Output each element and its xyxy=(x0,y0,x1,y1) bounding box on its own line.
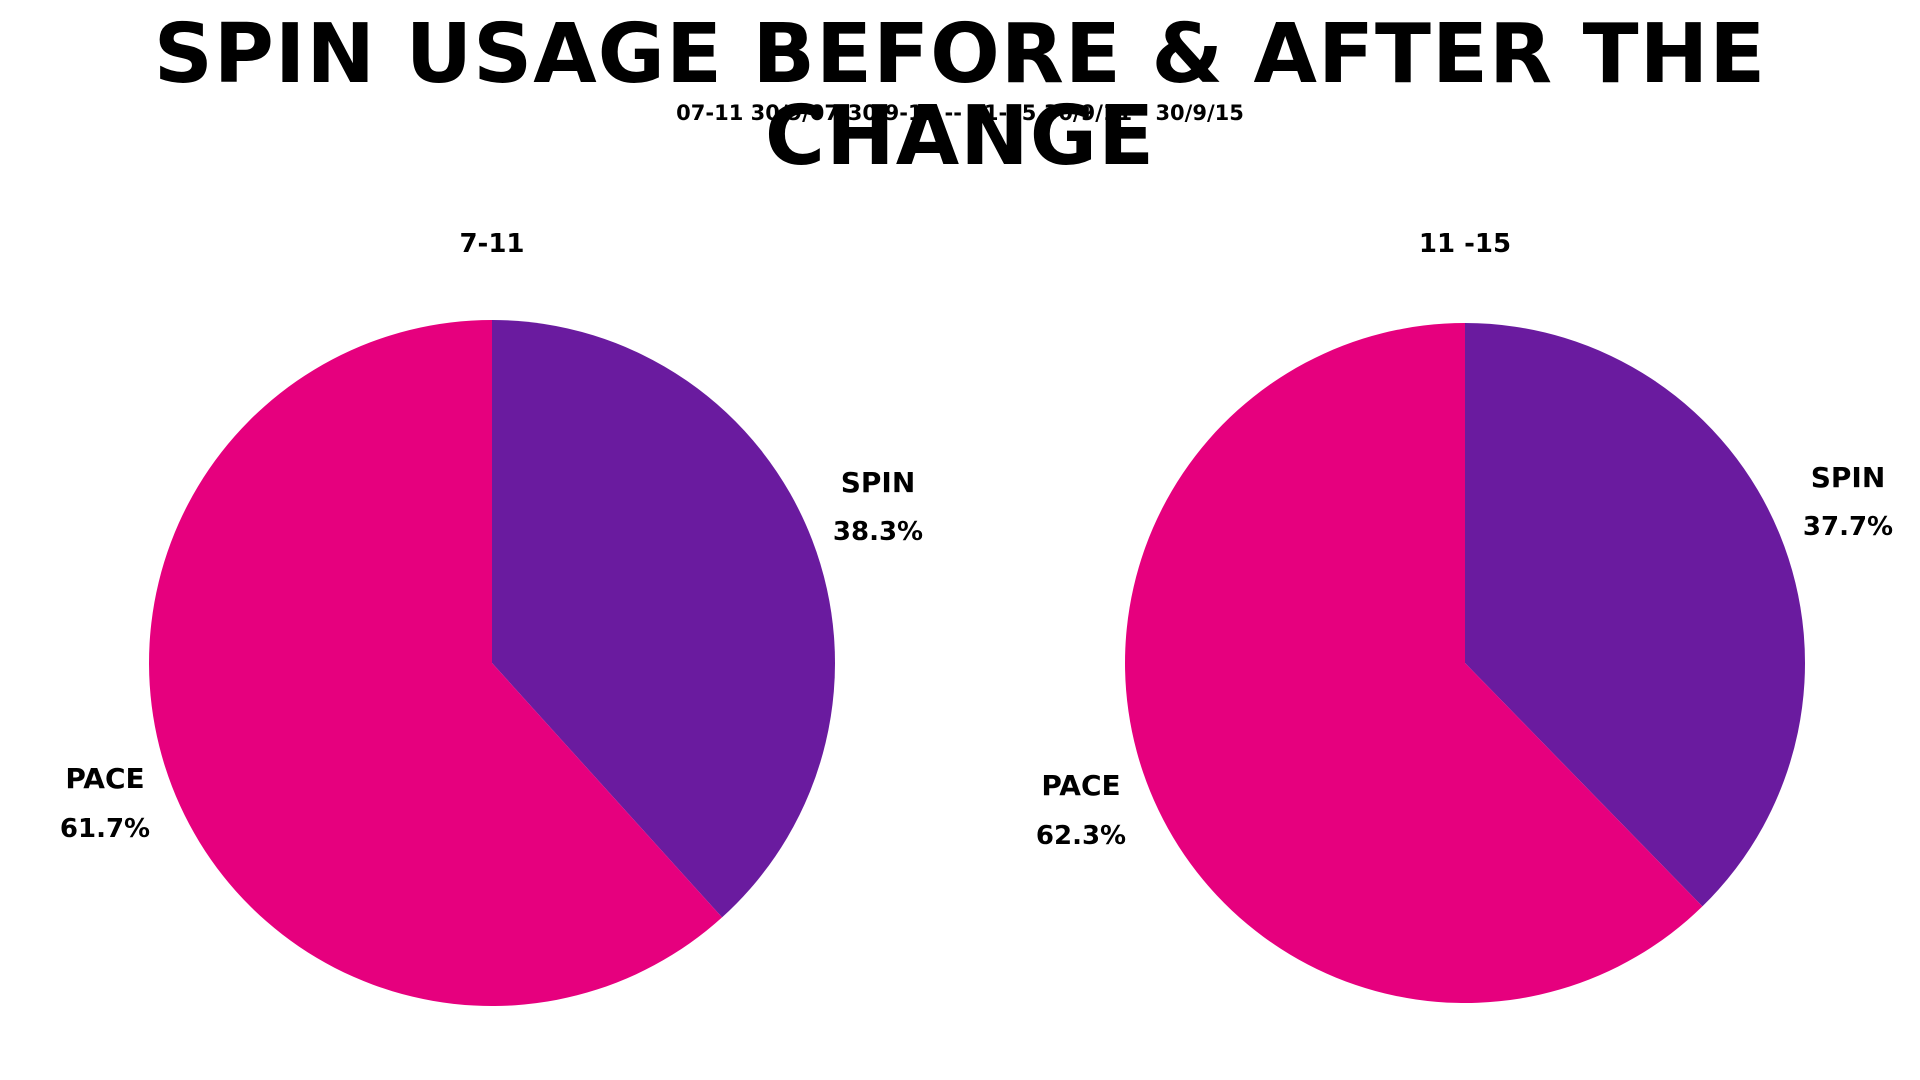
chart-title: SPIN USAGE BEFORE & AFTER THE CHANGE xyxy=(153,7,1767,184)
pie-1-value-pace: 61.7% xyxy=(60,814,150,844)
chart-subtitle: 07-11 30/9/07-30/9-11 -- 11-15 30/9/11 -… xyxy=(676,101,1244,125)
pie-2-label-pace: PACE xyxy=(1041,769,1120,802)
pie-1-label-pace: PACE xyxy=(65,762,144,795)
pie-1-slice-pace xyxy=(149,320,723,1006)
pie-2-label-spin: SPIN xyxy=(1811,461,1886,494)
pie-2-slice-pace xyxy=(1125,323,1703,1003)
pie-title-1: 7-11 xyxy=(459,229,524,259)
pie-2-slice-spin xyxy=(1465,323,1806,907)
pie-2-value-spin: 37.7% xyxy=(1803,512,1893,542)
pie-title-2: 11 -15 xyxy=(1419,229,1511,259)
pie-2-value-pace: 62.3% xyxy=(1036,821,1126,851)
pie-1-value-spin: 38.3% xyxy=(833,517,923,547)
pie-1-slice-spin xyxy=(492,320,836,918)
pie-1-label-spin: SPIN xyxy=(841,466,916,499)
